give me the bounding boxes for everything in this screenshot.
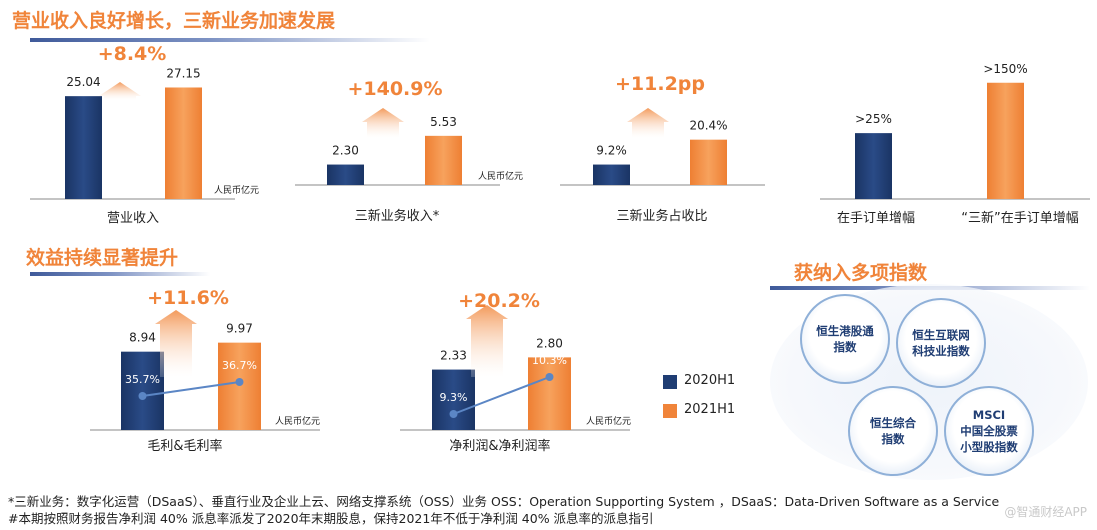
chart-title: 三新业务收入*	[355, 208, 440, 224]
rate-label: 9.3%	[440, 391, 468, 404]
unit-label: 人民币亿元	[586, 415, 631, 427]
bar-value-label: 2.30	[332, 144, 359, 158]
growth-arrow-icon	[466, 305, 508, 377]
legend-label-2021: 2021H1	[684, 402, 736, 417]
growth-label: +11.2pp	[615, 73, 705, 95]
rate-point	[138, 392, 147, 400]
bar-2020H1	[593, 164, 630, 185]
rate-label: 35.7%	[125, 373, 160, 386]
unit-label: 人民币亿元	[275, 415, 320, 427]
growth-arrow-icon	[99, 82, 141, 100]
growth-label: +140.9%	[347, 78, 442, 100]
growth-label: +11.6%	[147, 287, 229, 309]
chart-title: 三新业务占收比	[616, 208, 707, 224]
bar-value-label: 25.04	[66, 75, 100, 89]
footnote-dividend: #本期按照财务报告净利润 40% 派息率派发了2020年末期股息，保持2021年…	[8, 511, 654, 526]
unit-label: 人民币亿元	[214, 184, 259, 196]
bar-2021H1	[690, 139, 727, 185]
bar-“三新”在手订单增幅	[987, 82, 1024, 199]
bar-value-label: 9.2%	[596, 144, 627, 158]
growth-arrow-icon	[362, 108, 404, 138]
rate-point	[545, 373, 554, 381]
unit-label: 人民币亿元	[478, 170, 523, 182]
index-label: 恒生互联网 科技业指数	[912, 328, 970, 358]
category-label: “三新”在手订单增幅	[961, 210, 1078, 226]
bar-value-label: >150%	[983, 62, 1027, 76]
title-underline	[30, 272, 210, 276]
index-label: 恒生港股通 指数	[816, 324, 874, 354]
index-circle-hs-composite: 恒生综合 指数	[848, 386, 938, 476]
rate-line	[453, 376, 550, 415]
rate-label: 10.3%	[532, 354, 567, 367]
index-label: 恒生综合 指数	[870, 416, 916, 446]
title-underline	[30, 38, 430, 42]
category-label: 在手订单增幅	[837, 211, 915, 226]
chart-title: 毛利&毛利率	[147, 438, 222, 454]
index-label: MSCI 中国全股票 小型股指数	[960, 408, 1018, 454]
index-circle-hs-connect: 恒生港股通 指数	[800, 294, 890, 384]
bar-2020H1	[65, 96, 102, 199]
legend-swatch-2020	[663, 375, 677, 389]
bar-2020H1	[327, 164, 364, 185]
bar-value-label: >25%	[855, 112, 892, 126]
section-title-efficiency: 效益持续显著提升	[26, 247, 179, 269]
bar-value-label: 2.33	[440, 349, 467, 363]
section-title-revenue: 营业收入良好增长，三新业务加速发展	[12, 10, 336, 32]
legend-swatch-2021	[663, 404, 677, 418]
section-title-index: 获纳入多项指数	[794, 262, 928, 284]
bar-value-label: 27.15	[166, 66, 200, 80]
growth-label: +20.2%	[458, 290, 540, 312]
bar-2021H1	[528, 357, 571, 430]
rate-point	[235, 378, 244, 386]
watermark: @智通财经APP	[1004, 505, 1087, 519]
growth-label: +8.4%	[98, 43, 167, 65]
rate-label: 36.7%	[222, 359, 257, 372]
chart-title: 净利润&净利润率	[449, 438, 550, 454]
bar-value-label: 20.4%	[689, 119, 727, 133]
bar-2020H1	[432, 369, 475, 430]
bar-2021H1	[218, 342, 261, 430]
bar-2021H1	[165, 87, 202, 199]
bar-在手订单增幅	[855, 133, 892, 199]
chart-title: 营业收入	[107, 211, 159, 226]
rate-line	[142, 381, 240, 397]
index-circle-hs-tech: 恒生互联网 科技业指数	[896, 298, 986, 388]
bar-value-label: 8.94	[129, 331, 156, 345]
legend-label-2020: 2020H1	[684, 373, 736, 388]
footnote-definition: *三新业务：数字化运营（DSaaS）、垂直行业及企业上云、网络支撑系统（OSS）…	[8, 494, 1000, 509]
bar-value-label: 9.97	[226, 322, 253, 336]
rate-point	[449, 410, 458, 418]
bar-value-label: 5.53	[430, 115, 457, 129]
index-circle-msci: MSCI 中国全股票 小型股指数	[944, 386, 1034, 476]
growth-arrow-icon	[627, 108, 669, 138]
bar-2021H1	[425, 135, 462, 185]
bar-2020H1	[121, 351, 164, 430]
growth-arrow-icon	[155, 310, 197, 377]
bar-value-label: 2.80	[536, 336, 563, 350]
